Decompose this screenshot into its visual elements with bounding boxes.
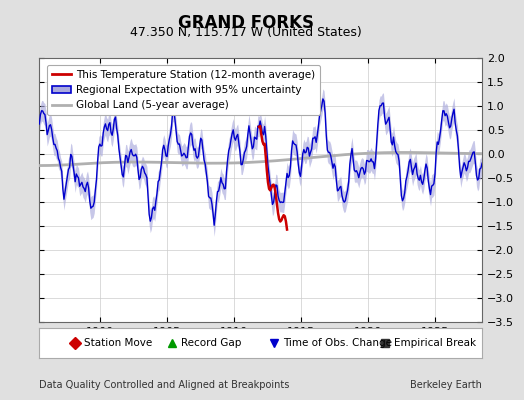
Text: Record Gap: Record Gap <box>181 338 242 348</box>
Text: Berkeley Earth: Berkeley Earth <box>410 380 482 390</box>
Text: Empirical Break: Empirical Break <box>394 338 476 348</box>
Text: GRAND FORKS: GRAND FORKS <box>178 14 314 32</box>
Text: Time of Obs. Change: Time of Obs. Change <box>283 338 392 348</box>
Legend: This Temperature Station (12-month average), Regional Expectation with 95% uncer: This Temperature Station (12-month avera… <box>47 64 320 115</box>
Text: 47.350 N, 115.717 W (United States): 47.350 N, 115.717 W (United States) <box>130 26 362 39</box>
Text: Station Move: Station Move <box>84 338 152 348</box>
Text: Data Quality Controlled and Aligned at Breakpoints: Data Quality Controlled and Aligned at B… <box>39 380 290 390</box>
